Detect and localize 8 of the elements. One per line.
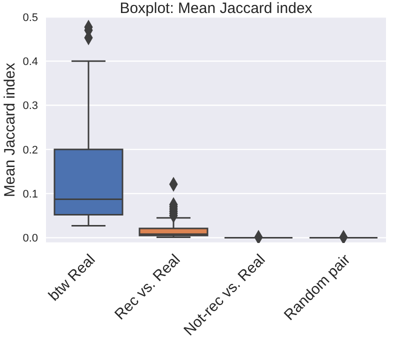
y-tick-label: 0.4 [22,56,38,68]
y-tick-label: 0.5 [22,12,38,24]
y-axis-title: Mean Jaccard index [1,62,18,198]
chart-title: Boxplot: Mean Jaccard index [118,0,314,17]
y-tick-label: 0.0 [22,232,38,245]
y-tick-label: 0.1 [22,188,38,200]
y-tick-label: 0.3 [22,100,38,112]
y-tick-label: 0.2 [22,144,38,156]
